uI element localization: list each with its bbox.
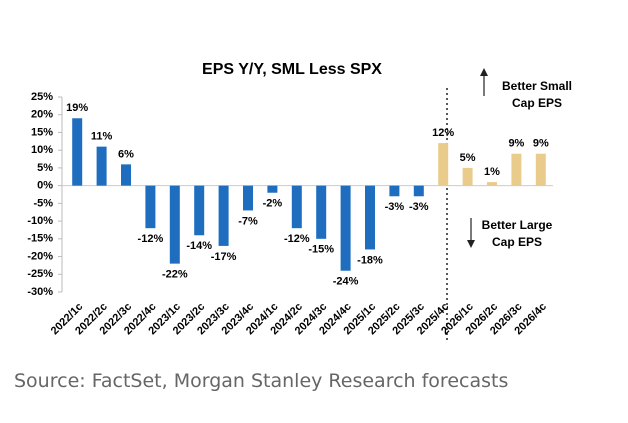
- value-label: -3%: [409, 201, 429, 213]
- y-tick-label: 15%: [31, 126, 53, 138]
- bar: [389, 185, 400, 197]
- y-tick-label: 10%: [31, 144, 53, 156]
- chart: EPS Y/Y, SML Less SPX Better Small Cap E…: [27, 61, 572, 340]
- arrow-up-head: [480, 68, 488, 76]
- y-tick-label: 25%: [31, 91, 53, 103]
- value-label: -3%: [385, 201, 405, 213]
- chart-title: EPS Y/Y, SML Less SPX: [202, 61, 382, 78]
- bar: [218, 185, 229, 246]
- arrow-down-head: [467, 240, 475, 248]
- bar: [267, 185, 278, 193]
- value-label: 12%: [432, 127, 454, 139]
- y-tick-label: -10%: [27, 215, 53, 227]
- annotation: Better Large: [482, 218, 553, 232]
- bar: [462, 167, 473, 186]
- value-label: 9%: [533, 138, 549, 150]
- y-tick-label: 5%: [37, 162, 53, 174]
- y-tick-label: -5%: [33, 197, 53, 209]
- y-tick-label: -30%: [27, 286, 53, 298]
- bar: [511, 153, 522, 186]
- y-tick-label: 20%: [31, 109, 53, 121]
- y-tick-label: -15%: [27, 233, 53, 245]
- bar: [438, 143, 449, 186]
- bar: [340, 185, 351, 271]
- bar: [121, 164, 131, 186]
- value-label: 6%: [118, 148, 134, 160]
- source: Source: FactSet, Morgan Stanley Research…: [14, 370, 509, 392]
- value-label: -12%: [138, 233, 164, 245]
- annotation: Cap EPS: [512, 96, 562, 110]
- bar: [316, 185, 327, 239]
- bar: [243, 185, 253, 211]
- y-tick-label: 0%: [37, 180, 53, 192]
- value-label: -22%: [162, 269, 188, 281]
- value-label: -24%: [333, 276, 359, 288]
- bar: [291, 185, 302, 229]
- bar: [413, 185, 424, 197]
- annotation: Better Small: [502, 79, 572, 93]
- bar: [535, 153, 546, 186]
- annotation: Cap EPS: [492, 235, 542, 249]
- value-label: 11%: [91, 131, 113, 143]
- value-label: 9%: [508, 138, 524, 150]
- value-label: -12%: [284, 233, 310, 245]
- value-label: -7%: [238, 215, 258, 227]
- y-tick-label: -20%: [27, 250, 53, 262]
- bar: [169, 185, 180, 264]
- bar: [365, 185, 375, 250]
- bar: [487, 182, 497, 186]
- value-label: -2%: [263, 198, 283, 210]
- bar: [145, 185, 156, 229]
- value-label: 19%: [66, 102, 88, 114]
- bar: [72, 118, 83, 186]
- bar: [194, 185, 205, 236]
- value-label: -18%: [357, 254, 383, 266]
- value-label: -14%: [186, 240, 212, 252]
- value-label: -15%: [308, 244, 334, 256]
- bar: [96, 146, 107, 186]
- value-label: -17%: [211, 251, 237, 263]
- value-label: 5%: [460, 152, 476, 164]
- value-label: 1%: [484, 166, 500, 178]
- y-tick-label: -25%: [27, 268, 53, 280]
